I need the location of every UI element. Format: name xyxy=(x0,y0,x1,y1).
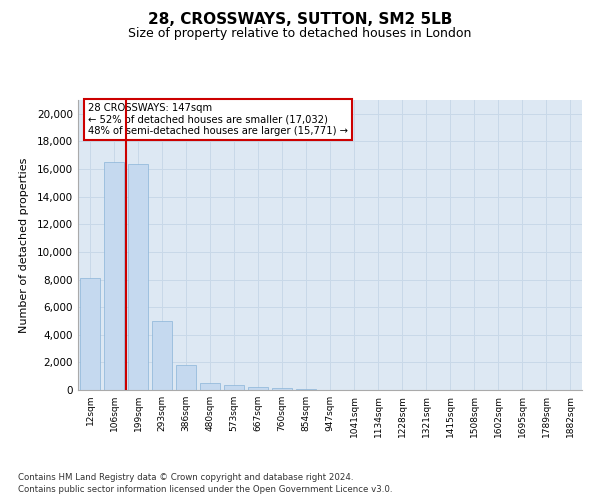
Y-axis label: Number of detached properties: Number of detached properties xyxy=(19,158,29,332)
Text: Contains public sector information licensed under the Open Government Licence v3: Contains public sector information licen… xyxy=(18,485,392,494)
Text: Contains HM Land Registry data © Crown copyright and database right 2024.: Contains HM Land Registry data © Crown c… xyxy=(18,472,353,482)
Text: 28, CROSSWAYS, SUTTON, SM2 5LB: 28, CROSSWAYS, SUTTON, SM2 5LB xyxy=(148,12,452,28)
Bar xyxy=(272,388,292,390)
Bar xyxy=(80,278,100,390)
Text: 28 CROSSWAYS: 147sqm
← 52% of detached houses are smaller (17,032)
48% of semi-d: 28 CROSSWAYS: 147sqm ← 52% of detached h… xyxy=(88,103,348,136)
Bar xyxy=(104,162,124,390)
Bar xyxy=(152,321,172,390)
Text: Size of property relative to detached houses in London: Size of property relative to detached ho… xyxy=(128,28,472,40)
Bar xyxy=(128,164,148,390)
Bar xyxy=(248,387,268,390)
Bar xyxy=(224,386,244,390)
Bar xyxy=(176,365,196,390)
Bar xyxy=(296,389,316,390)
Bar xyxy=(200,383,220,390)
